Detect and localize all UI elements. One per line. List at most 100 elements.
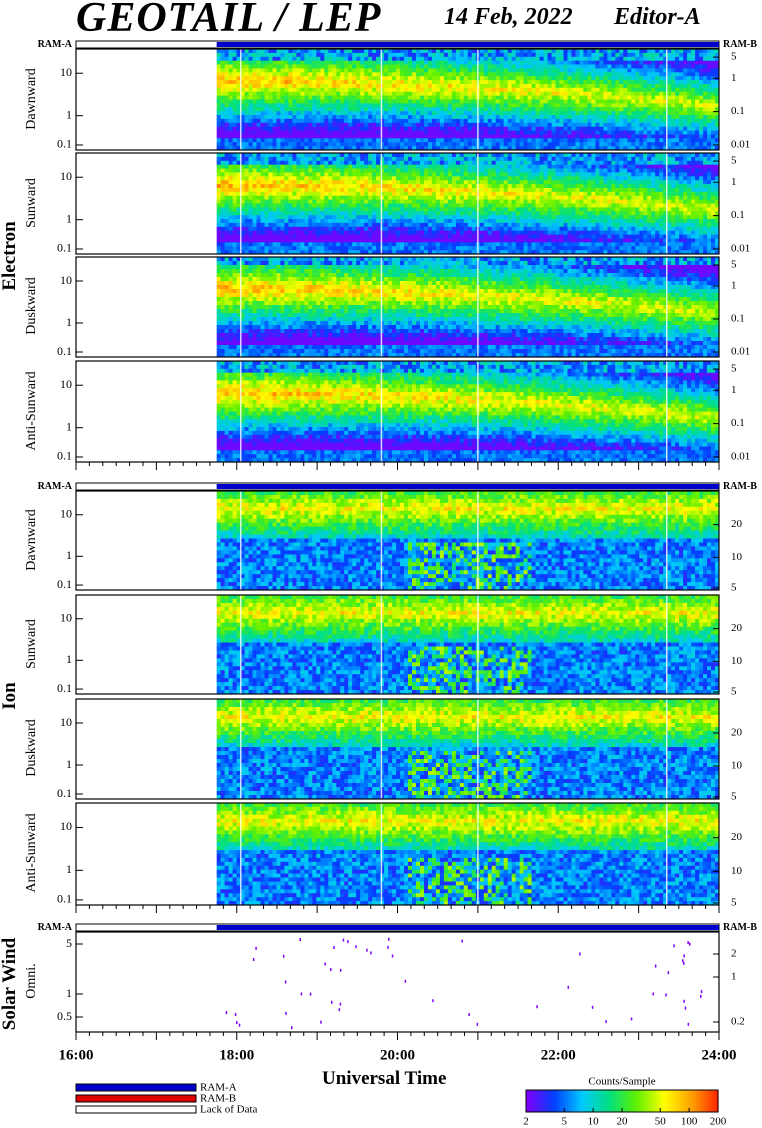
- ram-b-label: RAM-B: [723, 39, 757, 50]
- colorbar-tick-label: 5: [561, 1116, 567, 1128]
- legend-swatch-ram-b: [76, 1095, 196, 1102]
- right-tick-label: 5: [731, 686, 737, 698]
- x-tick-label: 20:00: [380, 1047, 415, 1063]
- colorbar-tick-label: 2: [523, 1116, 529, 1128]
- colorbar-tick-label: 20: [617, 1116, 629, 1128]
- left-tick-label: 1: [66, 419, 72, 433]
- colorbar-tick-label: 200: [710, 1116, 727, 1128]
- right-tick-label: 0.1: [731, 417, 745, 429]
- left-tick-label: 1: [66, 315, 72, 329]
- right-tick-label: 1: [731, 72, 737, 84]
- group-label-ion: Ion: [0, 636, 21, 756]
- right-tick-label: 10: [731, 551, 743, 563]
- panel-label-sunward: Sunward: [24, 153, 40, 253]
- left-tick-label: 1: [66, 986, 72, 1000]
- x-tick-label: 18:00: [219, 1047, 254, 1063]
- electron-anti-sunward-panel-heatmap: [217, 361, 720, 463]
- legend-swatch-lack-of-data: [76, 1106, 196, 1113]
- ram-b-label: RAM-B: [723, 922, 757, 933]
- right-tick-label: 5: [731, 791, 737, 803]
- right-tick-label: 20: [731, 622, 743, 634]
- left-tick-label: 10: [60, 715, 72, 729]
- x-axis-label: Universal Time: [322, 1068, 446, 1090]
- ram-a-coverage: [217, 42, 719, 47]
- left-tick-label: 1: [66, 862, 72, 876]
- x-tick-label: 24:00: [702, 1047, 737, 1063]
- right-tick-label: 5: [731, 582, 737, 594]
- right-tick-label: 10: [731, 760, 743, 772]
- ram-a-label: RAM-A: [38, 481, 73, 492]
- left-tick-label: 0.1: [57, 137, 72, 151]
- left-tick-label: 10: [60, 273, 72, 287]
- right-tick-label: 20: [731, 727, 743, 739]
- left-tick-label: 0.1: [57, 241, 72, 255]
- x-ticks: [76, 462, 719, 470]
- solar-wind-points: [226, 938, 703, 1029]
- right-tick-label: 5: [731, 155, 737, 167]
- right-tick-label: 0.2: [731, 1016, 745, 1028]
- ram-a-coverage: [217, 484, 719, 489]
- left-tick-label: 0.1: [57, 449, 72, 463]
- panel-label-sunward: Sunward: [24, 594, 40, 694]
- electron-duskward-panel-heatmap: [217, 257, 720, 358]
- left-tick-label: 5: [66, 936, 72, 950]
- right-tick-label: 0.01: [731, 138, 750, 150]
- right-tick-label: 0.01: [731, 450, 750, 462]
- left-tick-label: 1: [66, 211, 72, 225]
- group-label-solar-wind: Solar Wind: [0, 924, 21, 1044]
- panel-label-anti-sunward: Anti-Sunward: [24, 803, 40, 903]
- right-tick-label: 5: [731, 259, 737, 271]
- panel-label-omni-: Omni.: [24, 931, 40, 1031]
- right-tick-label: 0.01: [731, 346, 750, 358]
- right-tick-label: 0.1: [731, 209, 745, 221]
- panel-label-dawnward: Dawnward: [24, 490, 40, 590]
- right-tick-label: 0.1: [731, 313, 745, 325]
- right-tick-label: 10: [731, 865, 743, 877]
- left-tick-label: 1: [66, 107, 72, 121]
- left-tick-label: 0.1: [57, 681, 72, 695]
- ion-sunward-panel-heatmap: [217, 595, 720, 695]
- right-tick-label: 0.1: [731, 105, 745, 117]
- electron-dawnward-panel-heatmap: [217, 49, 720, 151]
- legend-label: Lack of Data: [200, 1104, 258, 1116]
- left-tick-label: 1: [66, 757, 72, 771]
- electron-sunward-panel-heatmap: [217, 153, 720, 255]
- left-tick-label: 0.1: [57, 786, 72, 800]
- panel-label-dawnward: Dawnward: [24, 49, 40, 149]
- left-tick-label: 10: [60, 169, 72, 183]
- colorbar-tick-label: 10: [588, 1116, 600, 1128]
- x-ticks: [76, 1032, 719, 1040]
- ram-a-label: RAM-A: [38, 39, 73, 50]
- left-tick-label: 0.1: [57, 577, 72, 591]
- solar-wind-omni--panel: [76, 932, 719, 1032]
- colorbar-tick-label: 100: [681, 1116, 698, 1128]
- left-tick-label: 10: [60, 507, 72, 521]
- right-tick-label: 5: [731, 363, 737, 375]
- right-tick-label: 1: [731, 176, 737, 188]
- x-tick-label: 16:00: [59, 1047, 94, 1063]
- left-tick-label: 0.1: [57, 892, 72, 906]
- ram-a-coverage: [217, 925, 719, 930]
- group-label-electron: Electron: [0, 196, 21, 316]
- left-tick-label: 10: [60, 377, 72, 391]
- panel-label-anti-sunward: Anti-Sunward: [24, 361, 40, 461]
- ion-dawnward-panel-heatmap: [217, 491, 720, 591]
- ram-b-label: RAM-B: [723, 481, 757, 492]
- left-tick-label: 0.5: [57, 1009, 72, 1023]
- left-tick-label: 10: [60, 819, 72, 833]
- ion-anti-sunward-panel-heatmap: [217, 803, 720, 906]
- panel-label-duskward: Duskward: [24, 698, 40, 798]
- ion-duskward-panel-heatmap: [217, 699, 720, 800]
- left-tick-label: 10: [60, 611, 72, 625]
- colorbar-tick-label: 50: [655, 1116, 667, 1128]
- right-tick-label: 1: [731, 384, 737, 396]
- right-tick-label: 10: [731, 655, 743, 667]
- right-tick-label: 20: [731, 518, 743, 530]
- right-tick-label: 2: [731, 948, 737, 960]
- legend-swatch-ram-a: [76, 1084, 196, 1091]
- x-ticks: [76, 905, 719, 913]
- x-tick-label: 22:00: [541, 1047, 576, 1063]
- right-tick-label: 20: [731, 831, 743, 843]
- right-tick-label: 5: [731, 51, 737, 63]
